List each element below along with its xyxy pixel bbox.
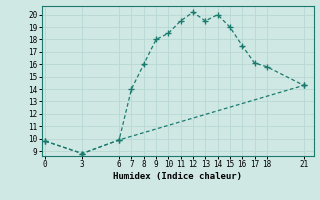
X-axis label: Humidex (Indice chaleur): Humidex (Indice chaleur)	[113, 172, 242, 181]
